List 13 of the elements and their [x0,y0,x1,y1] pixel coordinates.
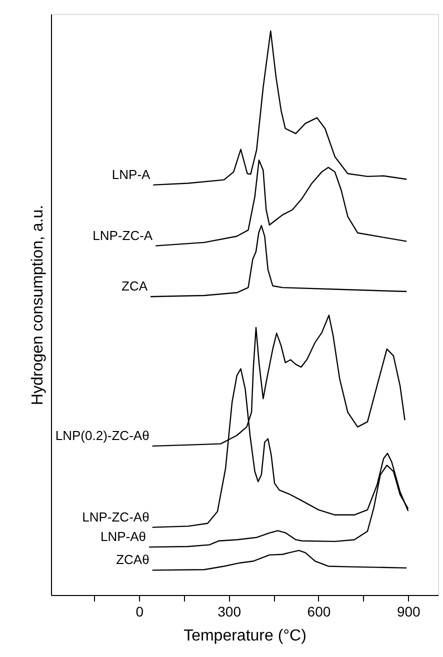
series-label: LNP-ZC-A [92,228,153,243]
x-tick-label: 300 [218,604,242,620]
series-label: LNP(0.2)-ZC-Aθ [55,428,150,444]
x-tick-label: 900 [396,604,421,620]
series-label: LNP-Aθ [100,529,146,544]
series-label: LNP-A [112,166,151,182]
y-axis-title: Hydrogen consumption, a.u. [30,204,46,406]
x-tick-label: 0 [136,604,144,620]
series-label: ZCA [122,278,148,294]
series-label: ZCAθ [116,552,150,568]
x-tick-label: 600 [307,604,331,620]
x-axis-title: Temperature (°C) [184,628,306,644]
series-label: LNP-ZC-Aθ [82,509,150,524]
